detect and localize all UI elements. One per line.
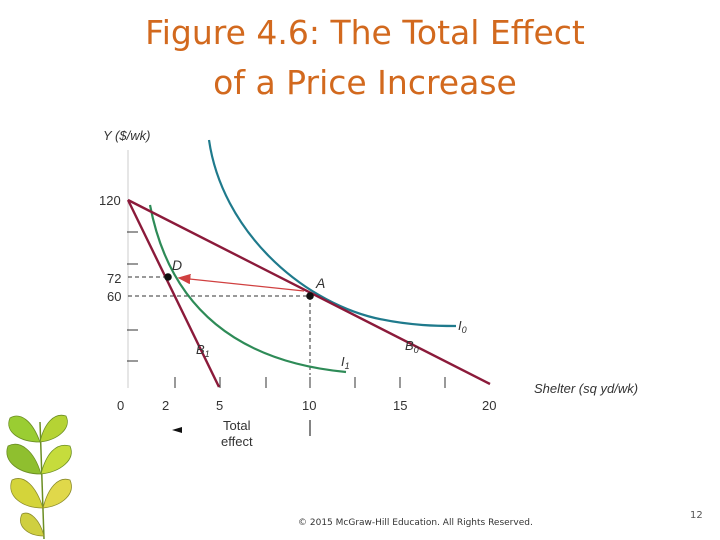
y-tick-label-120: 120 [99, 193, 121, 208]
x-tick-label-20: 20 [482, 398, 496, 413]
leaf-icon [20, 512, 45, 537]
leaf-icon [6, 444, 42, 475]
total-effect-arrowhead [172, 427, 182, 433]
point-d-label: D [172, 257, 182, 273]
y-axis-label: Y ($/wk) [103, 128, 150, 143]
indifference-curve-i0 [207, 139, 457, 328]
point-a-label: A [315, 275, 325, 291]
total-effect-label-line-2: effect [221, 434, 253, 449]
slide-title: Figure 4.6: The Total Effect of a Price … [0, 8, 720, 108]
budget-line-b0 [127, 198, 491, 386]
guide-lines [128, 276, 311, 375]
x-axis-label: Shelter (sq yd/wk) [534, 381, 638, 396]
copyright-notice: © 2015 McGraw-Hill Education. All Rights… [298, 518, 533, 528]
x-tick-label-5: 5 [216, 398, 223, 413]
leaf-icon [8, 415, 41, 443]
page-number: 12 [690, 510, 703, 521]
curve-label-i0: I0 [458, 318, 467, 335]
x-tick-label-2: 2 [162, 398, 169, 413]
y-axis-minor-ticks [127, 231, 138, 362]
x-tick-label-10: 10 [302, 398, 316, 413]
budget-line-b1 [126, 199, 221, 388]
point-a [306, 292, 314, 300]
y-tick-label-72: 72 [107, 271, 121, 286]
curve-label-b0: B0 [405, 338, 419, 355]
leaf-icon [10, 478, 44, 509]
leaf-icon [42, 478, 72, 509]
curve-label-b1: B1 [196, 342, 210, 359]
total-effect-arrow-a-to-d [177, 273, 305, 292]
x-tick-label-15: 15 [393, 398, 407, 413]
title-line-2: of a Price Increase [213, 63, 517, 102]
indifference-curve-i1 [148, 204, 347, 374]
leaf-icon [39, 414, 68, 443]
total-effect-label-line-1: Total [223, 418, 251, 433]
x-tick-label-0: 0 [117, 398, 124, 413]
y-tick-label-60: 60 [107, 289, 121, 304]
title-line-1: Figure 4.6: The Total Effect [145, 13, 585, 52]
point-d [164, 273, 172, 281]
curve-label-i1: I1 [341, 354, 350, 371]
ginkgo-leaf-decoration [6, 414, 72, 540]
x-axis-ticks [174, 377, 446, 388]
leaf-icon [40, 444, 72, 475]
